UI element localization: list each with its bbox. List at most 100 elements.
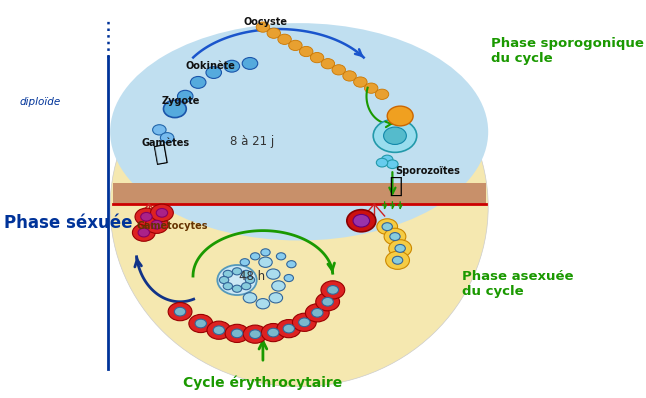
Circle shape <box>141 213 152 221</box>
Circle shape <box>387 106 413 126</box>
Circle shape <box>386 251 410 269</box>
Circle shape <box>389 240 412 257</box>
Circle shape <box>382 155 393 164</box>
Ellipse shape <box>110 23 488 240</box>
Circle shape <box>251 253 260 260</box>
Circle shape <box>207 321 231 339</box>
Circle shape <box>316 293 340 311</box>
Circle shape <box>152 125 166 135</box>
Circle shape <box>259 257 272 267</box>
Circle shape <box>384 228 406 245</box>
Text: Gamétocytes: Gamétocytes <box>136 221 207 231</box>
Circle shape <box>242 270 251 277</box>
Circle shape <box>138 228 149 237</box>
Circle shape <box>272 281 285 291</box>
Text: diploïde: diploïde <box>19 97 61 107</box>
Circle shape <box>306 304 329 322</box>
Circle shape <box>233 268 242 275</box>
Text: Cycle érythrocytaire: Cycle érythrocytaire <box>183 375 342 390</box>
Circle shape <box>375 89 389 100</box>
Circle shape <box>267 328 279 337</box>
Circle shape <box>284 275 293 282</box>
Circle shape <box>242 283 251 290</box>
Circle shape <box>373 119 417 152</box>
Circle shape <box>135 208 158 226</box>
Circle shape <box>298 318 310 327</box>
Circle shape <box>231 329 243 338</box>
Circle shape <box>174 307 186 316</box>
Text: 48 h: 48 h <box>240 269 266 283</box>
Circle shape <box>244 325 267 343</box>
Circle shape <box>267 28 280 38</box>
Text: Zygote: Zygote <box>162 96 200 106</box>
Circle shape <box>160 133 174 143</box>
Circle shape <box>245 277 255 284</box>
Circle shape <box>311 308 323 317</box>
Circle shape <box>224 270 233 277</box>
Circle shape <box>217 265 256 295</box>
Circle shape <box>384 127 406 144</box>
Circle shape <box>321 281 345 299</box>
Text: Ookinète: Ookinète <box>185 60 235 70</box>
Circle shape <box>300 47 313 57</box>
Circle shape <box>392 256 402 264</box>
Circle shape <box>224 283 233 290</box>
Circle shape <box>151 220 162 229</box>
Circle shape <box>321 59 335 69</box>
Circle shape <box>322 297 333 306</box>
Circle shape <box>220 277 229 284</box>
Circle shape <box>261 249 270 256</box>
Circle shape <box>256 298 269 309</box>
Circle shape <box>390 232 400 240</box>
Circle shape <box>189 314 213 333</box>
Text: 🦟: 🦟 <box>387 175 401 195</box>
Circle shape <box>382 223 392 230</box>
Circle shape <box>168 302 192 321</box>
Circle shape <box>327 285 339 294</box>
Circle shape <box>277 320 301 338</box>
Text: Gamètes: Gamètes <box>141 138 189 148</box>
Circle shape <box>347 210 376 232</box>
Circle shape <box>244 293 256 303</box>
Text: Sporozoïtes: Sporozoïtes <box>395 166 460 176</box>
Circle shape <box>267 269 280 279</box>
Circle shape <box>132 224 155 241</box>
Circle shape <box>191 76 206 88</box>
Circle shape <box>225 324 249 342</box>
Circle shape <box>233 285 242 292</box>
Circle shape <box>178 90 193 102</box>
Circle shape <box>256 22 269 32</box>
Circle shape <box>242 57 258 69</box>
Text: Oocyste: Oocyste <box>244 17 287 27</box>
Circle shape <box>353 215 370 227</box>
Circle shape <box>387 160 398 169</box>
Circle shape <box>278 34 291 45</box>
Circle shape <box>343 71 357 81</box>
Circle shape <box>240 259 249 266</box>
Circle shape <box>395 244 405 252</box>
Circle shape <box>262 324 285 341</box>
Circle shape <box>377 158 388 167</box>
Circle shape <box>364 83 378 93</box>
Circle shape <box>269 293 282 303</box>
Circle shape <box>353 77 367 87</box>
Text: Phase asexuée
du cycle: Phase asexuée du cycle <box>463 270 574 298</box>
Circle shape <box>206 66 222 78</box>
Circle shape <box>283 324 295 333</box>
Ellipse shape <box>110 27 488 387</box>
Circle shape <box>163 100 186 117</box>
Circle shape <box>377 219 397 234</box>
Circle shape <box>289 40 302 51</box>
Text: 8 à 21 j: 8 à 21 j <box>231 135 275 148</box>
Circle shape <box>293 313 317 332</box>
Circle shape <box>287 261 296 268</box>
Text: 🦟: 🦟 <box>152 142 169 164</box>
Circle shape <box>310 53 324 63</box>
Circle shape <box>151 204 173 222</box>
Circle shape <box>224 60 240 72</box>
Circle shape <box>213 326 225 335</box>
Circle shape <box>156 209 167 217</box>
Circle shape <box>332 65 346 75</box>
Circle shape <box>195 319 207 328</box>
Circle shape <box>145 216 168 233</box>
